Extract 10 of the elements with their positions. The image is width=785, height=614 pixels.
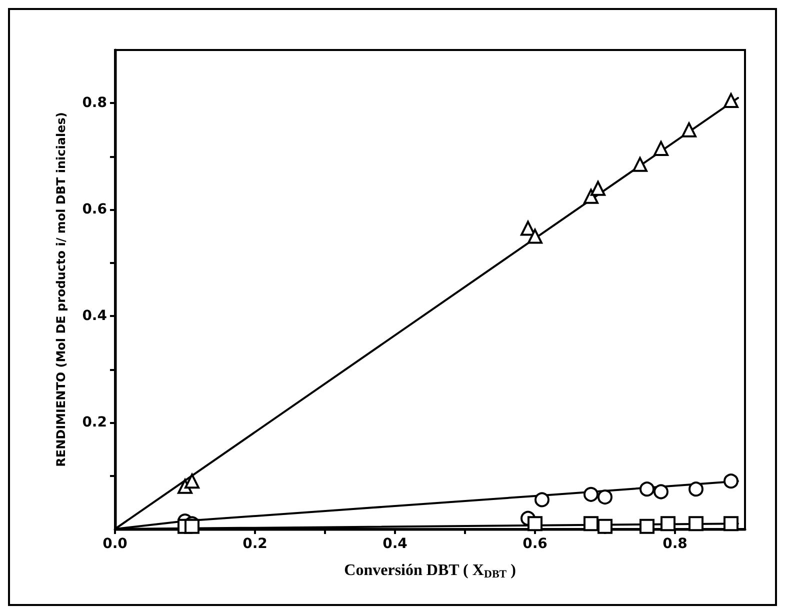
y-tick-label: 0.2 — [82, 414, 107, 431]
x-tick-label: 0.0 — [102, 536, 128, 552]
y-tick-label: 0.4 — [82, 308, 108, 324]
y-tick-label: 0.6 — [82, 202, 107, 218]
x-tick-label: 0.4 — [382, 536, 408, 552]
y-tick-label: 0.8 — [82, 95, 107, 112]
x-tick-label: 0.2 — [242, 536, 268, 552]
x-tick-label: 0.6 — [522, 536, 548, 552]
y-axis-title: RENDIMIENTO (Mol DE producto i/ mol DBT iniciales) — [54, 112, 68, 467]
x-tick-label: 0.8 — [662, 536, 688, 552]
